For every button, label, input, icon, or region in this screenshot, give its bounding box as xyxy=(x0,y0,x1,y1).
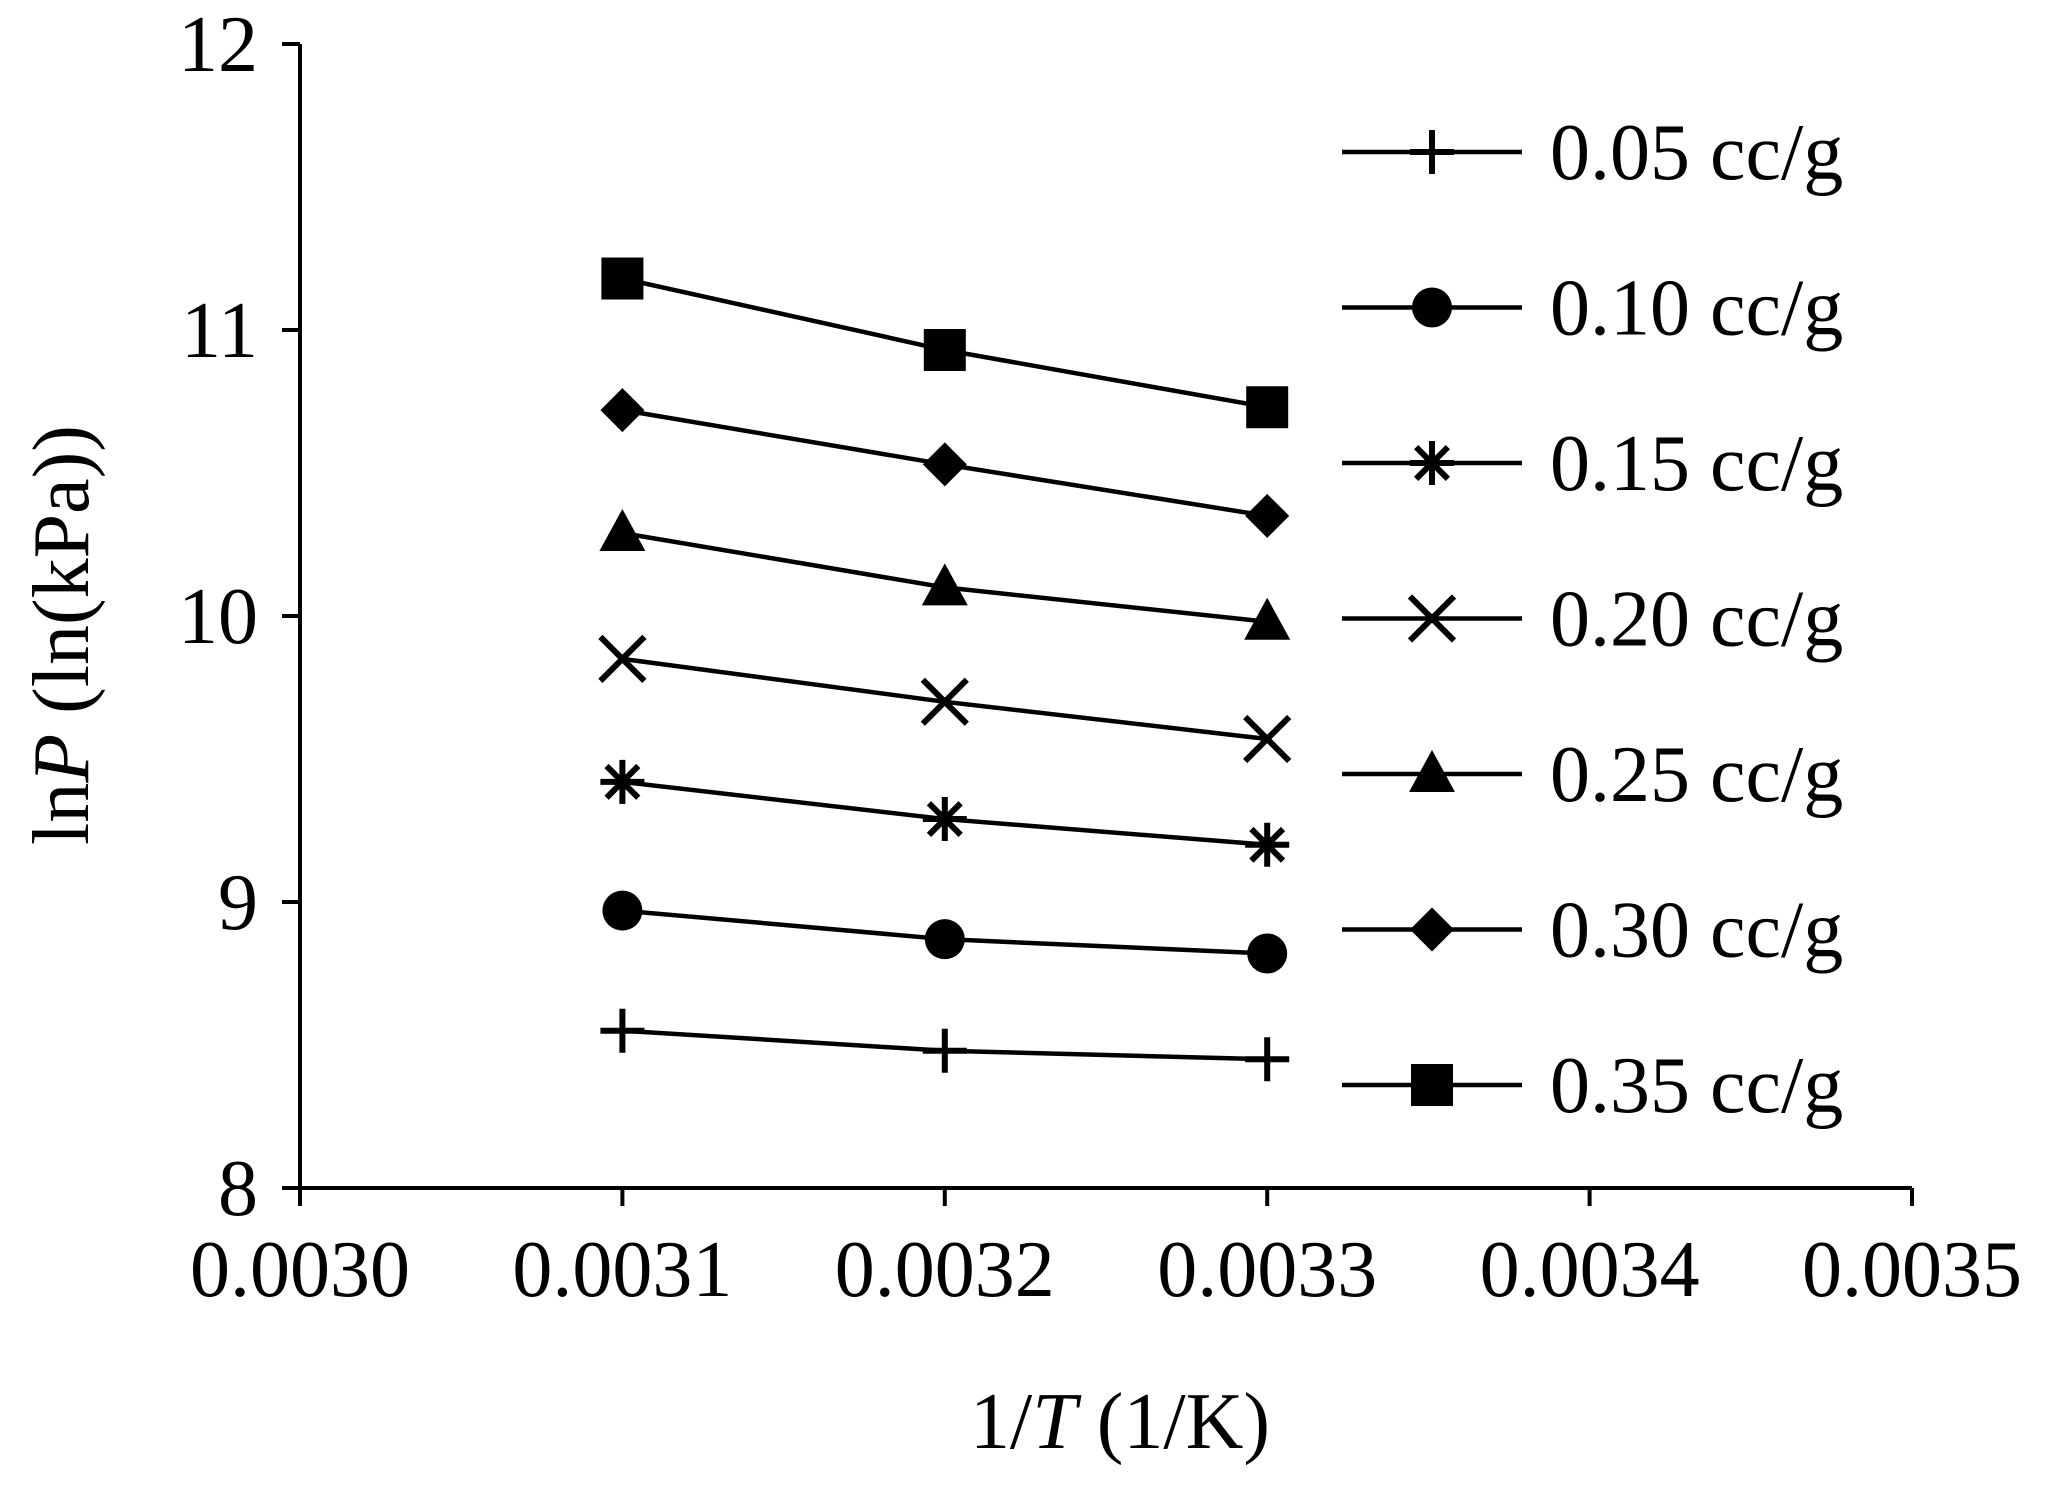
data-point xyxy=(924,919,965,960)
x-tick-label: 0.0033 xyxy=(1157,1226,1377,1314)
legend-marker xyxy=(1410,441,1454,485)
data-point xyxy=(1247,933,1288,974)
x-axis-title: 1/T (1/K) xyxy=(970,1378,1270,1466)
data-point xyxy=(598,634,647,684)
data-point xyxy=(1245,493,1290,538)
data-point xyxy=(600,388,645,433)
legend-item: 0.35 cc/g xyxy=(1342,1042,1843,1130)
y-tick-label: 12 xyxy=(178,1,258,89)
series-5 xyxy=(599,509,1291,640)
data-point xyxy=(602,890,643,931)
data-point xyxy=(920,677,969,726)
data-point xyxy=(600,759,645,804)
legend-label: 0.20 cc/g xyxy=(1550,576,1843,664)
data-point xyxy=(923,329,966,372)
x-tick-label: 0.0031 xyxy=(512,1226,732,1314)
legend-marker xyxy=(1412,287,1452,328)
series-3 xyxy=(600,759,1290,867)
data-point xyxy=(922,1028,967,1073)
legend-item: 0.05 cc/g xyxy=(1342,109,1843,197)
data-point xyxy=(1243,714,1292,764)
legend-label: 0.10 cc/g xyxy=(1550,265,1843,353)
legend-marker xyxy=(1407,594,1457,643)
data-point xyxy=(599,509,646,552)
legend-marker xyxy=(1410,907,1454,952)
series-6 xyxy=(600,388,1290,538)
legend-item: 0.20 cc/g xyxy=(1342,576,1843,664)
x-tick-label: 0.0035 xyxy=(1802,1226,2022,1314)
y-tick-label: 9 xyxy=(218,859,258,947)
y-axis-ticks: 8 9 10 11 12 xyxy=(178,1,300,1233)
x-tick-label: 0.0030 xyxy=(190,1226,410,1314)
data-point xyxy=(1246,386,1289,429)
data-point xyxy=(1244,597,1291,640)
x-axis-ticks: 0.0030 0.0031 0.0032 0.0033 0.0034 0.0035 xyxy=(190,1188,2022,1314)
y-tick-label: 10 xyxy=(178,573,258,661)
legend-marker xyxy=(1410,130,1454,174)
legend-item: 0.30 cc/g xyxy=(1342,887,1843,975)
series-4 xyxy=(598,634,1292,764)
data-point xyxy=(601,257,644,300)
data-point xyxy=(921,563,968,606)
series-1 xyxy=(600,1008,1290,1082)
series-layer xyxy=(598,257,1292,1082)
series-7 xyxy=(601,257,1289,429)
data-point xyxy=(1245,822,1290,867)
legend-item: 0.15 cc/g xyxy=(1342,420,1843,508)
legend-item: 0.25 cc/g xyxy=(1342,731,1843,819)
data-point xyxy=(922,797,967,842)
legend-label: 0.05 cc/g xyxy=(1550,109,1843,197)
legend-label: 0.25 cc/g xyxy=(1550,731,1843,819)
y-tick-label: 8 xyxy=(218,1145,258,1233)
x-tick-label: 0.0034 xyxy=(1480,1226,1700,1314)
data-point xyxy=(600,1008,645,1053)
y-axis-title: lnP (ln(kPa)) xyxy=(18,425,106,845)
legend-marker xyxy=(1409,750,1455,792)
legend-label: 0.30 cc/g xyxy=(1550,887,1843,975)
data-point xyxy=(1245,1037,1290,1082)
legend-label: 0.35 cc/g xyxy=(1550,1042,1843,1130)
legend-item: 0.10 cc/g xyxy=(1342,265,1843,353)
legend-label: 0.15 cc/g xyxy=(1550,420,1843,508)
data-point xyxy=(922,442,967,487)
legend: 0.05 cc/g 0.10 cc/g 0.15 cc/g 0.20 cc/g 0.25… xyxy=(1342,109,1843,1130)
x-tick-label: 0.0032 xyxy=(835,1226,1055,1314)
series-2 xyxy=(602,890,1288,974)
legend-marker xyxy=(1411,1064,1453,1106)
y-tick-label: 11 xyxy=(181,287,258,375)
